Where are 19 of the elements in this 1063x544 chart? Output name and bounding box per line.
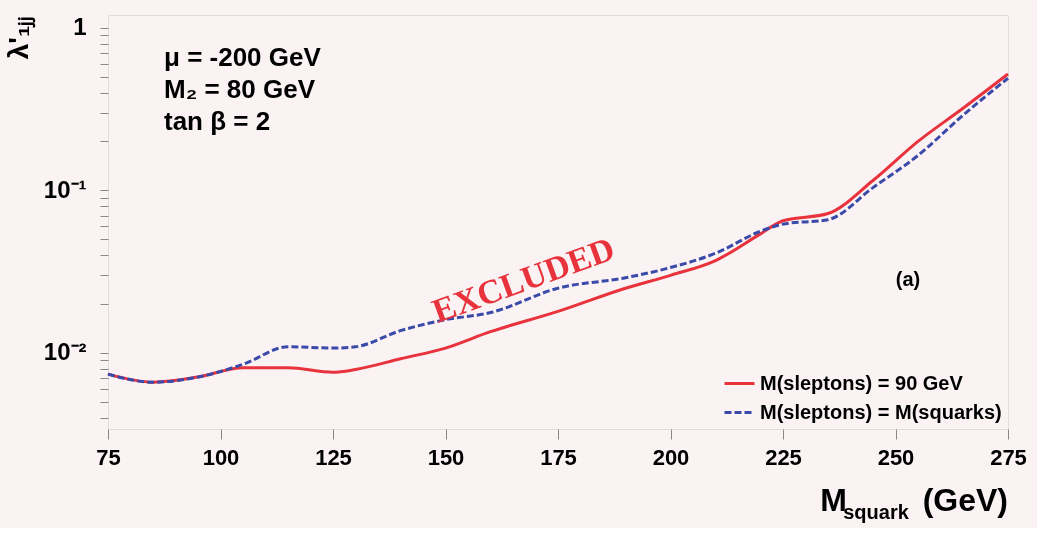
- x-tick-label: 175: [540, 444, 577, 470]
- x-tick-label: 75: [96, 444, 121, 470]
- legend-label: M(sleptons) = 90 GeV: [760, 371, 964, 394]
- x-tick-label: 200: [652, 444, 690, 470]
- x-tick-label: 250: [877, 444, 915, 470]
- y-axis-title: λ'₁ⱼⱼ: [2, 15, 36, 60]
- x-tick-label: 225: [765, 444, 802, 470]
- annotation: (a): [895, 268, 921, 290]
- y-tick-label: 10⁻²: [43, 338, 87, 366]
- y-tick-label: 1: [73, 13, 87, 41]
- x-tick-label: 100: [202, 444, 240, 470]
- annotation: μ = -200 GeV: [164, 42, 322, 72]
- legend-label: M(sleptons) = M(squarks): [760, 400, 1002, 423]
- x-tick-label: 275: [990, 444, 1027, 470]
- x-tick-label: 150: [427, 444, 465, 470]
- x-tick-label: 125: [315, 444, 352, 470]
- y-tick-label: 10⁻¹: [43, 175, 87, 203]
- annotation: tan β = 2: [164, 106, 271, 136]
- annotation: M₂ = 80 GeV: [164, 74, 316, 104]
